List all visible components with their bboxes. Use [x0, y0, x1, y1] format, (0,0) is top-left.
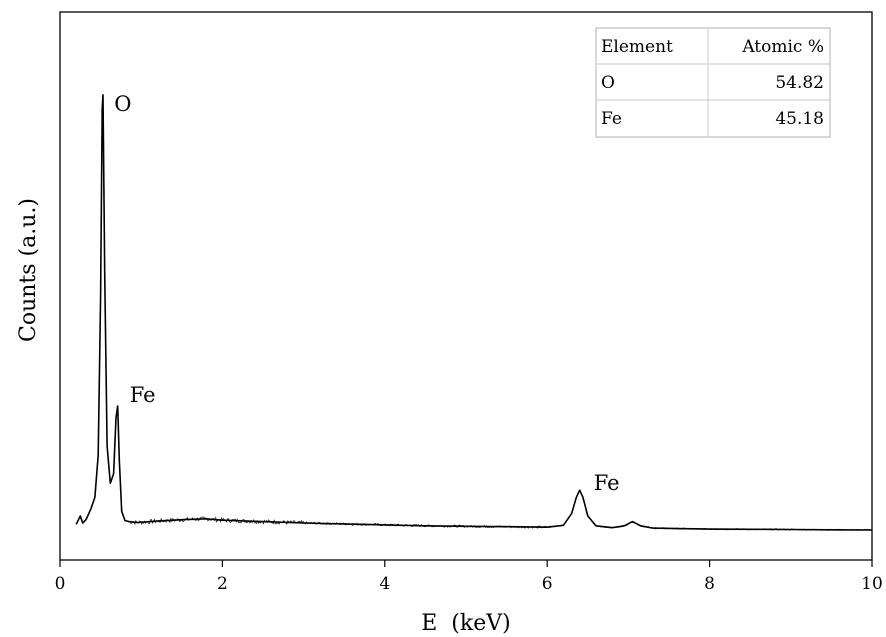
x-axis-label: E (keV): [421, 611, 510, 636]
spectrum-line: [75, 94, 873, 531]
table-row-fe-element: Fe: [601, 109, 622, 129]
y-axis-label: Counts (a.u.): [16, 198, 41, 342]
plot-frame: [59, 11, 873, 561]
x-axis-ticks: 0 2 4 6 8 10: [55, 560, 883, 594]
table-header-element: Element: [601, 37, 673, 57]
x-tick-label: 8: [704, 574, 715, 594]
x-tick-label: 0: [55, 574, 66, 594]
table-row-o-value: 54.82: [775, 73, 824, 93]
peak-label-o: O: [114, 92, 131, 116]
table-border: [595, 27, 831, 138]
spectrum-noise: [128, 516, 872, 531]
x-tick-label: 10: [861, 574, 883, 594]
x-tick-label: 6: [542, 574, 553, 594]
table-row-fe-value: 45.18: [775, 109, 824, 129]
table-row-o-element: O: [601, 73, 615, 93]
peak-label-fe-low: Fe: [130, 383, 156, 407]
x-tick-label: 2: [217, 574, 228, 594]
composition-table: Element Atomic % O 54.82 Fe 45.18: [595, 27, 831, 138]
x-tick-label: 4: [379, 574, 390, 594]
peak-label-fe-high: Fe: [594, 471, 620, 495]
table-header-atomic: Atomic %: [741, 37, 824, 57]
